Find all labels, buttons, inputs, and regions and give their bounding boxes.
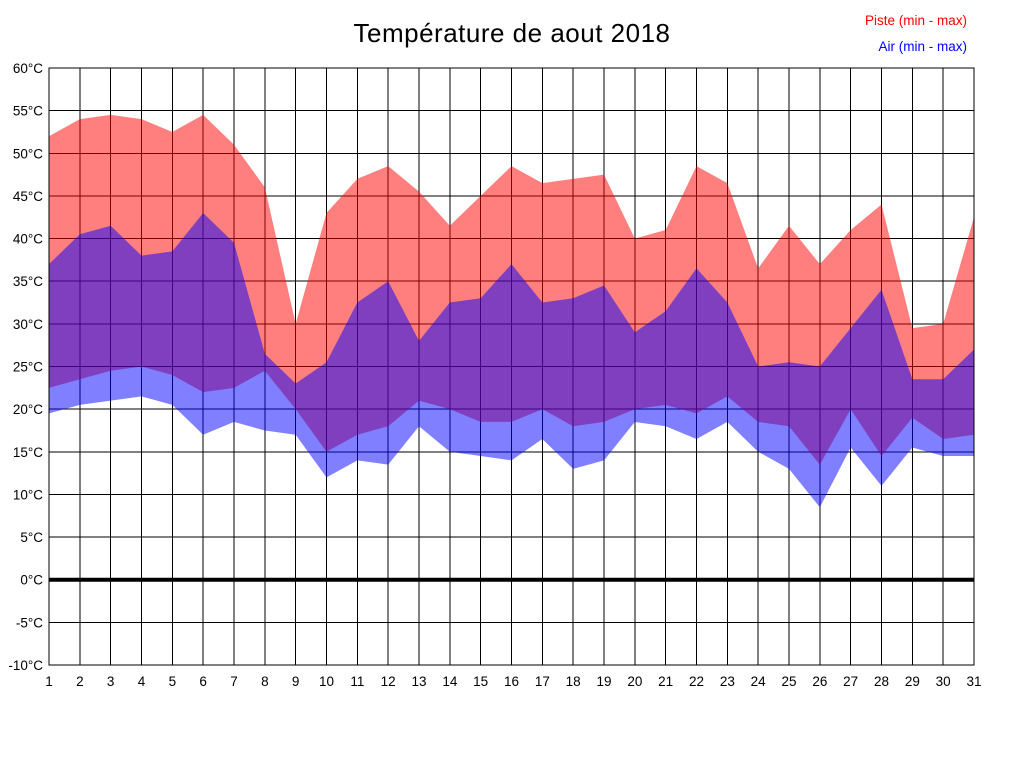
y-tick-label: 60°C [13, 61, 43, 76]
x-tick-label: 2 [76, 674, 84, 689]
x-tick-label: 21 [658, 674, 673, 689]
y-tick-label: 35°C [13, 274, 43, 289]
x-tick-label: 6 [199, 674, 207, 689]
y-tick-label: 25°C [13, 360, 43, 375]
y-tick-label: -5°C [16, 615, 43, 630]
x-tick-label: 13 [411, 674, 426, 689]
y-tick-label: 5°C [20, 530, 43, 545]
x-tick-label: 7 [230, 674, 238, 689]
x-tick-label: 3 [107, 674, 115, 689]
x-tick-label: 4 [138, 674, 146, 689]
y-tick-label: 55°C [13, 104, 43, 119]
x-tick-label: 19 [596, 674, 611, 689]
y-tick-label: 30°C [13, 317, 43, 332]
x-tick-label: 18 [566, 674, 581, 689]
x-tick-label: 27 [843, 674, 858, 689]
legend-air: Air (min - max) [878, 39, 968, 54]
x-tick-label: 9 [292, 674, 300, 689]
y-axis-labels: 60°C 55°C 50°C 45°C 40°C 35°C 30°C 25°C 20°C 15°C… [8, 61, 43, 673]
x-tick-label: 14 [442, 674, 458, 689]
y-tick-label: 15°C [13, 445, 43, 460]
x-tick-label: 5 [169, 674, 177, 689]
y-tick-label: 45°C [13, 189, 43, 204]
x-tick-label: 30 [936, 674, 951, 689]
x-tick-label: 10 [319, 674, 334, 689]
chart-legend: Piste (min - max) Air (min - max) [865, 8, 967, 60]
x-tick-label: 12 [381, 674, 396, 689]
x-tick-label: 17 [535, 674, 550, 689]
y-tick-label: -10°C [8, 658, 43, 673]
x-tick-label: 26 [812, 674, 827, 689]
x-tick-label: 29 [905, 674, 920, 689]
x-tick-label: 11 [350, 674, 364, 689]
legend-piste: Piste (min - max) [864, 13, 967, 28]
x-tick-label: 28 [874, 674, 889, 689]
y-tick-label: 40°C [13, 232, 43, 247]
x-tick-label: 22 [689, 674, 704, 689]
x-tick-label: 1 [45, 674, 53, 689]
x-axis-labels: 1 2 3 4 5 6 7 8 9 10 11 12 13 14 15 16 17 18 19 20 21 22 23 24 2… [45, 674, 981, 689]
chart-title: Température de aout 2018 [353, 18, 671, 48]
x-tick-label: 15 [473, 674, 488, 689]
x-tick-label: 23 [720, 674, 735, 689]
x-tick-label: 20 [627, 674, 642, 689]
x-tick-label: 16 [504, 674, 519, 689]
air-band [49, 212, 974, 508]
plot-border [48, 67, 975, 666]
x-tick-label: 25 [781, 674, 796, 689]
y-tick-label: 20°C [13, 402, 43, 417]
y-tick-label: 0°C [20, 573, 43, 588]
x-tick-label: 8 [261, 674, 269, 689]
y-tick-label: 10°C [13, 487, 43, 502]
y-tick-label: 50°C [13, 146, 43, 161]
x-tick-label: 24 [751, 674, 767, 689]
x-tick-label: 31 [966, 674, 981, 689]
